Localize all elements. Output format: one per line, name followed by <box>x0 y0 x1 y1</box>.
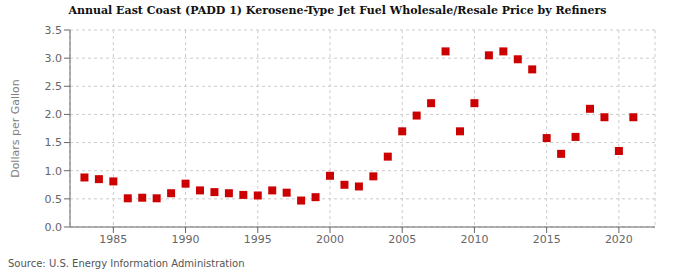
svg-text:1990: 1990 <box>172 233 200 246</box>
html-text:Annual East Coast (PADD 1) Ker: Annual East Coast (PADD 1) Kerosene-Type… <box>68 4 607 17</box>
svg-text:0.5: 0.5 <box>45 193 63 206</box>
svg-text:1985: 1985 <box>99 233 127 246</box>
svg-text:Dollars per Gallon: Dollars per Gallon <box>9 79 22 178</box>
svg-text:2.5: 2.5 <box>45 80 63 93</box>
svg-text:0.0: 0.0 <box>45 221 63 234</box>
svg-text:2005: 2005 <box>388 233 416 246</box>
svg-text:1995: 1995 <box>244 233 272 246</box>
svg-text:2010: 2010 <box>460 233 488 246</box>
svg-text:2.0: 2.0 <box>45 108 63 121</box>
svg-text:2000: 2000 <box>316 233 344 246</box>
svg-text:2020: 2020 <box>605 233 633 246</box>
svg-text:1.5: 1.5 <box>45 136 63 149</box>
svg-text:1.0: 1.0 <box>45 165 63 178</box>
svg-text:3.0: 3.0 <box>45 52 63 65</box>
svg-text:3.5: 3.5 <box>45 24 63 37</box>
html-text:Source: U.S. Energy Informatio: Source: U.S. Energy Information Administ… <box>8 258 245 269</box>
svg-text:2015: 2015 <box>533 233 561 246</box>
